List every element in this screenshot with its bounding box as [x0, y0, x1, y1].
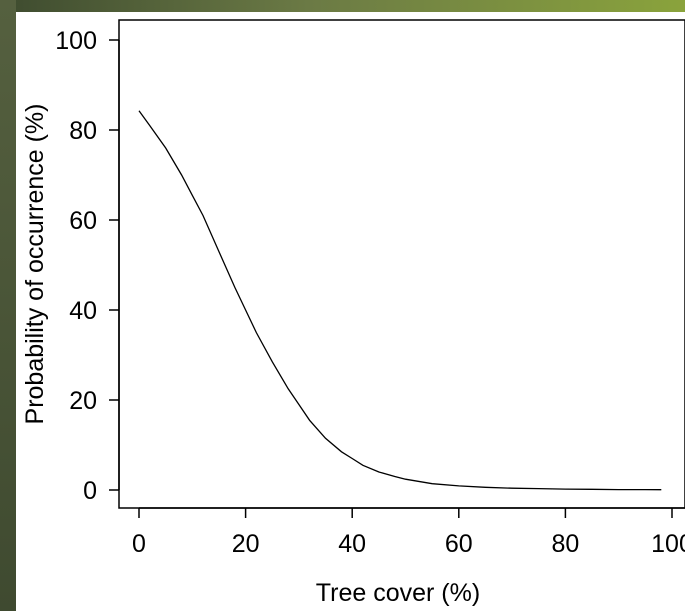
x-tick-label: 20 [232, 530, 260, 558]
series-line [138, 110, 662, 491]
x-axis-title: Tree cover (%) [316, 579, 480, 607]
plot-frame [118, 19, 685, 509]
y-axis-ticks: 0 20 40 60 80 100 [55, 27, 119, 505]
y-tick-label: 100 [55, 27, 97, 55]
chart-panel [16, 12, 685, 611]
y-tick-label: 0 [83, 477, 97, 505]
x-tick-label: 60 [445, 530, 473, 558]
background-strip-left [0, 0, 16, 611]
y-tick-label: 20 [69, 387, 97, 415]
y-tick-label: 60 [69, 207, 97, 235]
y-tick-label: 40 [69, 297, 97, 325]
x-tick-label: 40 [338, 530, 366, 558]
x-tick-label: 0 [132, 530, 146, 558]
x-axis-ticks: 0 20 40 60 80 100 [132, 508, 685, 558]
background-strip-top [0, 0, 685, 12]
y-tick-label: 80 [69, 117, 97, 145]
x-tick-label: 80 [551, 530, 579, 558]
x-tick-label: 100 [651, 530, 685, 558]
y-axis-title: Probability of occurrence (%) [21, 104, 49, 425]
